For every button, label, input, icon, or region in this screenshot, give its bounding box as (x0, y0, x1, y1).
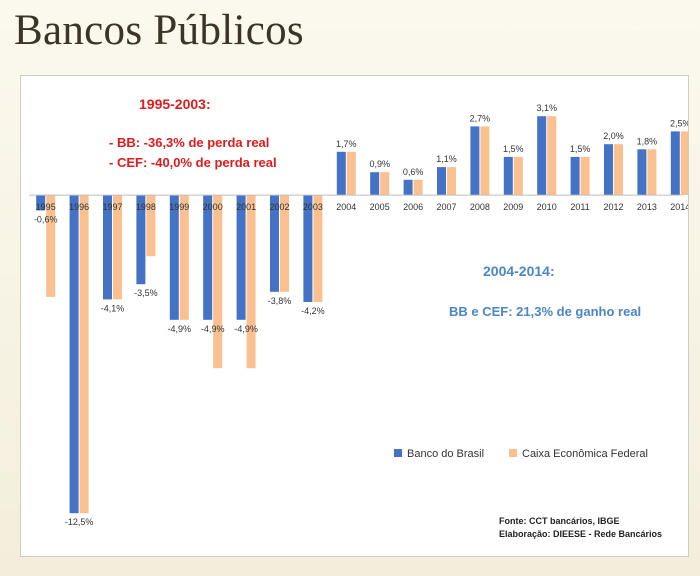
bar-cef-2013 (647, 149, 657, 196)
bar-cef-2001 (246, 195, 256, 369)
x-tick-label-1995: 1995 (36, 202, 56, 212)
data-label-2008: 2,7% (470, 113, 491, 123)
bar-bb-2002 (270, 195, 279, 292)
bar-bb-1997 (103, 195, 112, 300)
bar-cef-1998 (146, 195, 156, 257)
bar-cef-2008 (480, 126, 490, 196)
chart-frame: -0,6% -12,5% -4,1% -3,5% -4,9% -4,9% -4,9% -3,8… (20, 75, 689, 557)
x-tick-label-2006: 2006 (403, 202, 423, 212)
data-label-2002: -3,8% (268, 296, 292, 306)
x-tick-label-2009: 2009 (503, 202, 523, 212)
legend-swatch-cef (509, 449, 517, 457)
bar-bb-2014 (670, 131, 680, 195)
legend: Banco do Brasil Caixa Econômica Federal (394, 448, 648, 460)
bar-chart: -0,6% -12,5% -4,1% -3,5% -4,9% -4,9% -4,9% -3,8… (29, 96, 688, 539)
x-tick-label-2000: 2000 (203, 202, 223, 212)
x-tick-label-2011: 2011 (570, 202, 589, 212)
x-tick-label-2004: 2004 (336, 202, 356, 212)
x-tick-label-2001: 2001 (236, 202, 256, 212)
bar-cef-2011 (580, 156, 590, 196)
data-label-2005: 0,9% (369, 159, 390, 169)
bar-bb-2006 (403, 179, 413, 196)
x-tick-label-2013: 2013 (637, 202, 657, 212)
bar-cef-2004 (346, 151, 356, 196)
legend-label-cef: Caixa Econômica Federal (522, 448, 648, 460)
bar-bb-2008 (470, 126, 480, 196)
bar-cef-2000 (213, 195, 223, 369)
source-fonte: Fonte: CCT bancários, IBGE (499, 516, 620, 526)
data-label-2012: 2,0% (603, 131, 624, 141)
data-labels-group: -0,6% -12,5% -4,1% -3,5% -4,9% -4,9% -4,9% -3,8… (34, 103, 688, 527)
bar-bb-2010 (537, 116, 547, 196)
slide-title: Bancos Públicos (14, 7, 304, 54)
bar-cef-2009 (513, 156, 523, 196)
bar-bb-1998 (136, 195, 146, 285)
period1-cef-text: - CEF: -40,0% de perda real (109, 155, 277, 170)
bar-cef-1997 (113, 195, 122, 300)
data-label-2014: 2,5% (670, 118, 688, 128)
x-tick-label-2014: 2014 (670, 202, 688, 212)
data-label-2000: -4,9% (201, 324, 225, 334)
data-label-2006: 0,6% (403, 167, 424, 177)
bar-bb-2009 (503, 156, 513, 196)
data-label-2004: 1,7% (336, 139, 357, 149)
data-label-2011: 1,5% (570, 144, 591, 154)
x-tick-label-2003: 2003 (303, 202, 323, 212)
x-tick-label-2007: 2007 (436, 202, 456, 212)
bar-cef-2005 (380, 172, 390, 196)
data-label-1996: -12,5% (65, 517, 94, 527)
bar-bb-2007 (437, 167, 446, 196)
bar-bb-2000 (203, 195, 213, 320)
bars-group (36, 116, 688, 514)
data-label-1995: -0,6% (34, 214, 58, 224)
x-tick-label-2002: 2002 (269, 202, 289, 212)
data-label-1999: -4,9% (168, 324, 192, 334)
x-tick-label-1997: 1997 (102, 202, 122, 212)
bar-cef-2003 (313, 195, 323, 302)
bar-bb-2013 (637, 149, 647, 196)
x-tick-labels-group: 1995 1996 1997 1998 1999 2000 2001 2002 2003 2004… (36, 202, 688, 212)
bar-cef-1995 (46, 195, 56, 297)
data-label-1998: -3,5% (134, 288, 158, 298)
data-label-2003: -4,2% (301, 306, 325, 316)
data-label-1997: -4,1% (101, 303, 125, 313)
bar-bb-2004 (336, 151, 346, 196)
bar-bb-2001 (236, 195, 246, 320)
bar-cef-2010 (547, 116, 557, 196)
bar-cef-2014 (680, 131, 688, 195)
x-tick-label-2008: 2008 (470, 202, 490, 212)
bar-bb-1995 (36, 195, 46, 211)
bar-cef-1996 (79, 195, 89, 514)
data-label-2001: -4,9% (234, 324, 258, 334)
period1-title: 1995-2003: (139, 96, 211, 112)
bar-cef-2012 (614, 144, 623, 196)
x-tick-label-2010: 2010 (537, 202, 557, 212)
bar-cef-1999 (179, 195, 189, 320)
period2-title: 2004-2014: (483, 263, 555, 279)
bar-bb-1996 (69, 195, 79, 514)
bar-bb-1999 (169, 195, 179, 320)
legend-label-bb: Banco do Brasil (407, 448, 484, 460)
data-label-2013: 1,8% (637, 136, 658, 146)
x-tick-label-1996: 1996 (69, 202, 89, 212)
legend-swatch-bb (394, 449, 402, 457)
bar-bb-2005 (370, 172, 380, 196)
bar-bb-2012 (604, 144, 613, 196)
x-tick-label-2012: 2012 (603, 202, 623, 212)
bar-bb-2011 (570, 156, 580, 196)
source-elaboracao: Elaboração: DIEESE - Rede Bancários (499, 529, 662, 539)
period1-bb-text: - BB: -36,3% de perda real (109, 135, 269, 150)
bar-bb-2003 (303, 195, 313, 302)
bar-cef-2006 (413, 179, 423, 196)
data-label-2007: 1,1% (436, 154, 457, 164)
data-label-2010: 3,1% (536, 103, 557, 113)
data-label-2009: 1,5% (503, 144, 524, 154)
bar-cef-2002 (280, 195, 289, 292)
period2-text: BB e CEF: 21,3% de ganho real (449, 304, 641, 319)
x-tick-label-1999: 1999 (169, 202, 189, 212)
x-tick-label-1998: 1998 (136, 202, 156, 212)
bar-cef-2007 (447, 167, 456, 196)
x-tick-label-2005: 2005 (370, 202, 390, 212)
